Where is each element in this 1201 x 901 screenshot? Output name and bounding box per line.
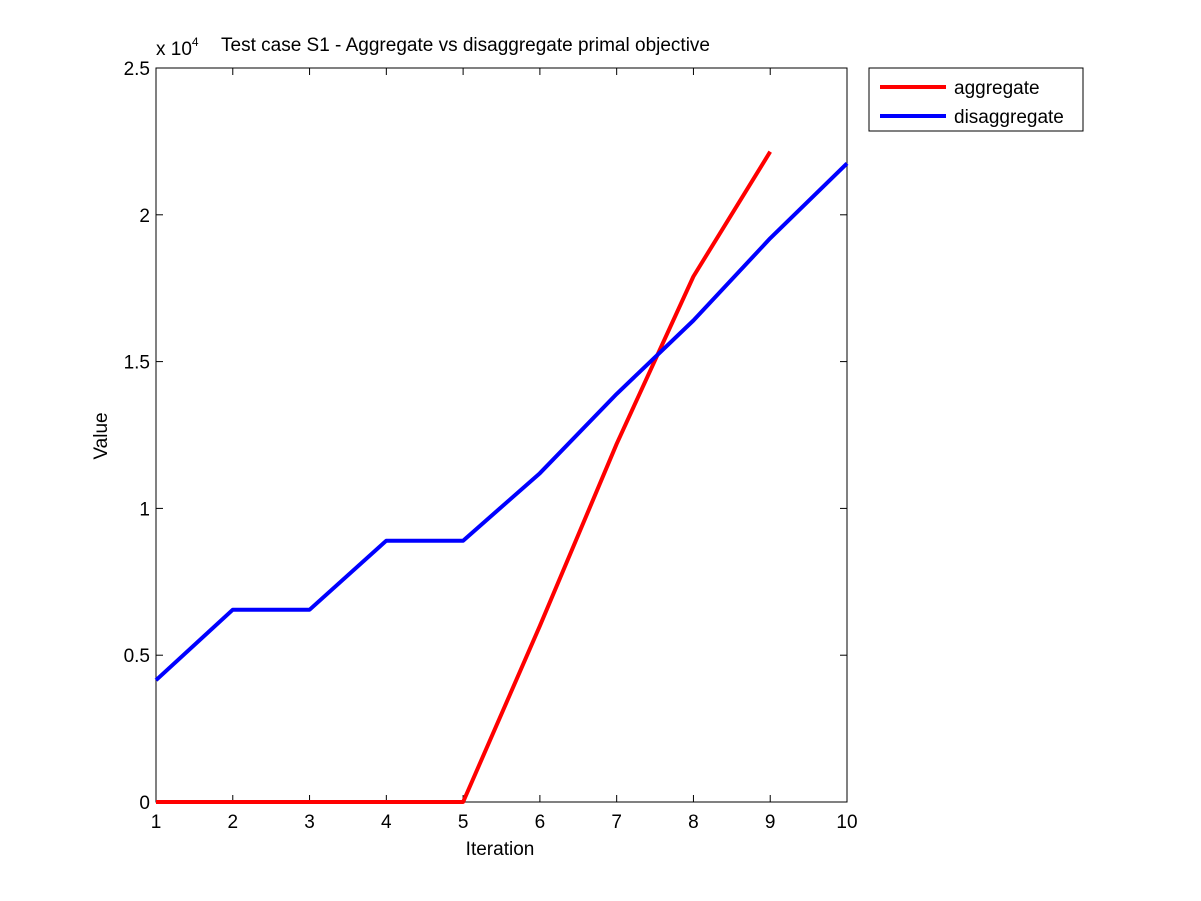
x-tick-label: 3 <box>304 812 315 833</box>
y-multiplier-base: x 10 <box>156 39 192 60</box>
y-tick-label: 0 <box>139 793 150 814</box>
x-tick-label: 4 <box>381 812 392 833</box>
y-tick-label: 0.5 <box>124 646 150 667</box>
x-tick-label: 1 <box>151 812 162 833</box>
chart-title: Test case S1 - Aggregate vs disaggregate… <box>221 35 710 56</box>
legend-label-aggregate: aggregate <box>954 78 1040 99</box>
series-lines <box>154 150 849 804</box>
legend-label-disaggregate: disaggregate <box>954 107 1064 128</box>
legend-box <box>868 67 1084 132</box>
x-tick-label: 8 <box>688 812 699 833</box>
y-axis-label: Value <box>91 412 112 459</box>
x-tick-label: 10 <box>836 812 857 833</box>
series-line-aggregate <box>156 150 772 804</box>
x-tick-label: 5 <box>458 812 469 833</box>
series-line-disaggregate <box>154 161 849 682</box>
y-multiplier-exponent: 4 <box>192 35 199 49</box>
y-tick-label: 2.5 <box>124 59 150 80</box>
y-tick-label: 2 <box>139 206 150 227</box>
x-axis-label: Iteration <box>466 839 535 860</box>
y-multiplier: x 104 <box>156 35 199 60</box>
plot-area <box>155 67 848 803</box>
y-tick-label: 1.5 <box>124 353 150 374</box>
x-tick-label: 7 <box>611 812 622 833</box>
x-tick-label: 6 <box>535 812 546 833</box>
y-axis-ticks: 0 0.5 1 1.5 2 2.5 <box>124 59 847 814</box>
y-tick-label: 1 <box>139 499 150 520</box>
x-tick-label: 2 <box>227 812 238 833</box>
legend: aggregate disaggregate <box>868 67 1084 132</box>
x-tick-label: 9 <box>765 812 776 833</box>
